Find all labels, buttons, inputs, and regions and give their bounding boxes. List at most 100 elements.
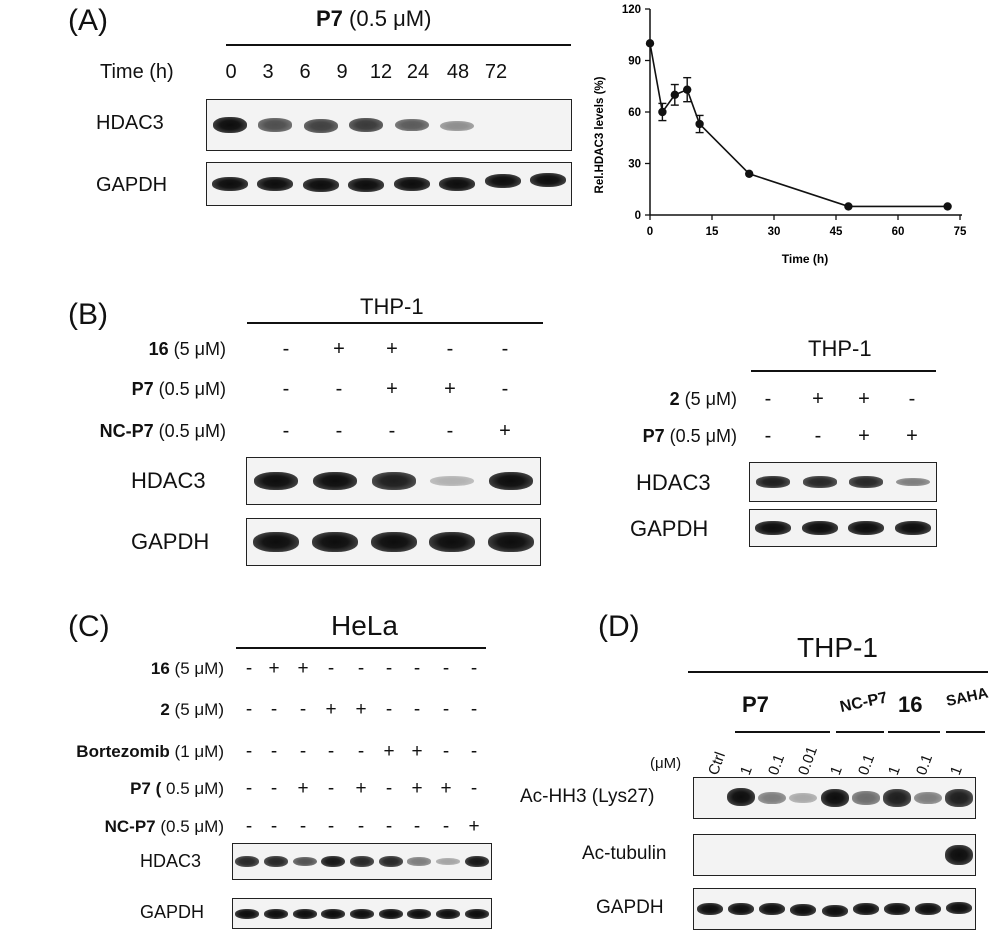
panel-d-header-rule: [688, 671, 988, 673]
data-point: [695, 119, 704, 129]
minus-sign: -: [335, 378, 343, 400]
protein-band: [253, 532, 300, 552]
minus-sign: -: [327, 778, 335, 799]
data-point: [745, 169, 754, 178]
protein-band: [235, 908, 260, 919]
x-tick-label: 0: [647, 226, 653, 238]
y-tick-label: 60: [628, 107, 641, 119]
chart-series: [645, 39, 952, 211]
protein-band: [696, 903, 723, 915]
lane-label: 1: [827, 763, 846, 778]
minus-sign: -: [385, 816, 393, 837]
x-tick-label: 45: [830, 226, 843, 238]
panel-b-right-row-gapdh: GAPDH: [630, 516, 709, 541]
group-label: 16: [898, 692, 923, 717]
minus-sign: -: [299, 741, 307, 762]
chart-axes: 0 30 60 90 120 0 15 30 45 60 75: [622, 4, 967, 238]
condition-name: 16: [148, 339, 169, 359]
protein-band: [370, 532, 417, 552]
panel-d-row-gapdh: GAPDH: [596, 897, 664, 918]
lane-label: 1: [947, 763, 966, 778]
panel-b-left-gapdh-blot: [246, 518, 541, 566]
time-point-label: 6: [299, 61, 311, 83]
x-tick-label: 60: [892, 226, 905, 238]
protein-band: [727, 903, 754, 915]
panel-c-gapdh-blot: [232, 898, 492, 929]
y-tick-label: 0: [635, 210, 641, 222]
panel-b-right-hdac3-blot: [749, 462, 937, 502]
panel-b-left-row-hdac3: HDAC3: [131, 468, 206, 493]
protein-band: [303, 119, 338, 133]
protein-band: [755, 521, 792, 535]
panel-d-unit: (μM): [650, 755, 682, 772]
panel-a-time-label: Time (h): [100, 61, 174, 83]
condition-label: NC-P7 (0.5 μM): [100, 422, 226, 440]
condition-conc: (1 μM): [174, 742, 224, 761]
group-label: P7: [742, 692, 769, 717]
panel-b-right-gapdh-blot: [749, 509, 937, 547]
protein-band: [488, 472, 533, 490]
time-point-label: 72: [484, 61, 508, 83]
time-point-label: 0: [225, 61, 237, 83]
minus-sign: -: [442, 741, 450, 762]
lane-label: 1: [885, 763, 904, 778]
minus-sign: -: [270, 741, 278, 762]
panel-a-header-rule: [226, 44, 571, 46]
protein-band: [436, 857, 460, 866]
panel-d-actubulin-blot: [693, 834, 976, 876]
minus-sign: -: [385, 699, 393, 720]
protein-band: [235, 855, 260, 868]
y-tick-label: 30: [628, 159, 641, 171]
minus-sign: -: [270, 816, 278, 837]
protein-band: [852, 903, 879, 915]
protein-band: [758, 791, 787, 805]
condition-name: Bortezomib: [76, 742, 170, 761]
group-rule: [735, 731, 830, 733]
protein-band: [464, 908, 489, 919]
panel-b-right-cell-line: THP-1: [808, 336, 872, 361]
panel-c-hdac3-blot: [232, 843, 492, 880]
minus-sign: -: [470, 699, 478, 720]
protein-band: [407, 908, 432, 919]
data-point: [683, 85, 692, 94]
protein-band: [292, 856, 317, 867]
minus-sign: -: [470, 658, 478, 679]
panel-c-row-hdac3: HDAC3: [140, 851, 202, 871]
condition-conc: (0.5 μM): [158, 379, 226, 399]
minus-sign: -: [908, 388, 916, 410]
condition-conc: (5 μM): [173, 339, 226, 359]
protein-band: [212, 117, 247, 133]
panel-a-row-gapdh: GAPDH: [96, 174, 168, 196]
minus-sign: -: [282, 338, 290, 360]
panel-b-left-header-rule: [247, 322, 543, 324]
group-rule: [888, 731, 940, 733]
minus-sign: -: [282, 378, 290, 400]
condition-conc: (5 μM): [174, 659, 224, 678]
panel-c-label: (C): [68, 610, 110, 643]
protein-band: [350, 908, 374, 919]
minus-sign: -: [335, 420, 343, 442]
plus-sign: +: [325, 699, 337, 720]
data-point: [670, 90, 679, 100]
panel-a-gapdh-blot: [206, 162, 572, 206]
protein-band: [436, 908, 460, 919]
protein-band: [726, 788, 755, 806]
chart-y-axis-label: Rel.HDAC3 levels (%): [594, 76, 606, 193]
protein-band: [257, 177, 294, 191]
protein-band: [211, 177, 248, 191]
condition-label: Bortezomib (1 μM): [76, 743, 224, 760]
minus-sign: -: [501, 338, 509, 360]
minus-sign: -: [413, 658, 421, 679]
time-point-label: 3: [262, 61, 274, 83]
protein-band: [378, 855, 403, 868]
protein-band: [487, 532, 534, 552]
minus-sign: -: [814, 425, 822, 447]
protein-band: [292, 908, 317, 919]
protein-band: [312, 472, 357, 490]
protein-band: [790, 904, 817, 916]
protein-band: [350, 855, 374, 868]
minus-sign: -: [442, 816, 450, 837]
protein-band: [393, 177, 430, 191]
plus-sign: +: [297, 778, 309, 799]
panel-a-hdac3-blot: [206, 99, 572, 151]
